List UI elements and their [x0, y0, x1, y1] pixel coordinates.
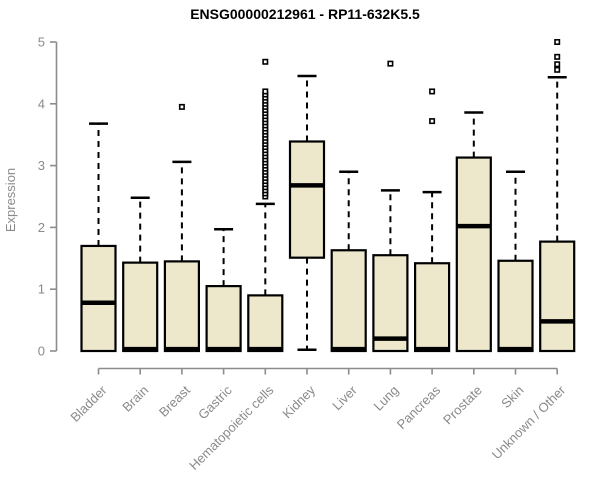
outlier-point	[554, 53, 561, 60]
x-category-label: Pancreas	[394, 382, 444, 432]
box-brain	[122, 196, 159, 353]
outlier-point	[178, 103, 185, 110]
box-bladder	[80, 122, 117, 353]
y-axis-label: Expression	[3, 168, 18, 232]
x-category-label: Liver	[329, 382, 360, 413]
x-category-label: Unknown / Other	[489, 382, 569, 462]
box-breast	[163, 103, 200, 353]
box-liver	[330, 170, 367, 353]
box-skin	[497, 170, 534, 353]
x-category-label: Gastric	[195, 382, 235, 422]
y-tick-label: 3	[38, 158, 45, 173]
box-unknown-other	[539, 38, 576, 353]
box-hematopoietic-cells	[247, 58, 284, 353]
y-tick-label: 4	[38, 96, 45, 111]
outlier-point	[387, 60, 394, 67]
x-category-label: Breast	[156, 382, 193, 419]
x-category-label: Lung	[370, 383, 401, 414]
chart-title: ENSG00000212961 - RP11-632K5.5	[190, 6, 420, 22]
x-category-label: Brain	[119, 383, 151, 415]
outlier-point	[429, 88, 436, 95]
x-category-label: Prostate	[440, 383, 485, 428]
outlier-point	[262, 58, 269, 65]
outlier-point	[554, 38, 561, 45]
x-category-label: Bladder	[67, 382, 110, 425]
y-tick-label: 5	[38, 35, 45, 50]
box-pancreas	[414, 88, 451, 353]
outlier-point	[554, 61, 561, 68]
box-kidney	[288, 74, 326, 352]
outlier-point	[262, 88, 269, 95]
box-lung	[372, 60, 409, 353]
x-category-label: Skin	[498, 383, 526, 411]
y-tick-label: 1	[38, 282, 45, 297]
outlier-point	[429, 118, 436, 125]
box-gastric	[205, 228, 242, 353]
outlier-point	[554, 66, 561, 73]
x-category-label: Kidney	[279, 382, 318, 421]
y-tick-label: 0	[38, 344, 45, 359]
y-tick-label: 2	[38, 220, 45, 235]
box-prostate	[455, 111, 492, 353]
